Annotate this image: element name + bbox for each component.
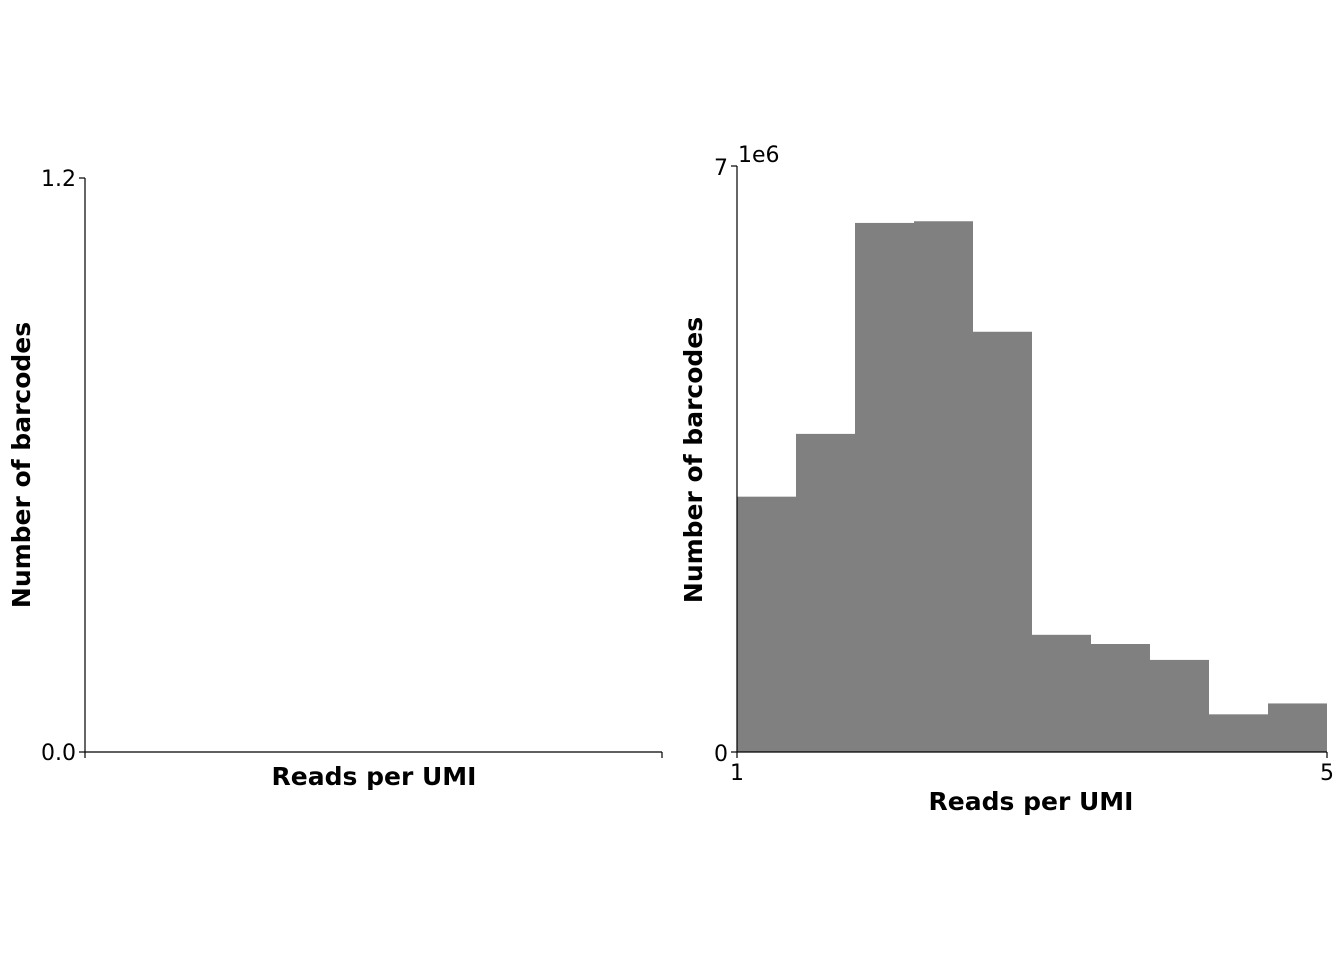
- histogram-bar-0: [737, 496, 796, 752]
- right-x-tick-label-end: 5: [1320, 761, 1334, 786]
- histogram-bar-1: [796, 433, 855, 752]
- histogram-bar-9: [1268, 703, 1327, 752]
- right-y-offset-label: 1e6: [738, 143, 780, 168]
- right-y-tick-label-top: 7: [714, 156, 728, 181]
- right-bars: [737, 221, 1327, 752]
- right-chart: 7 0 1e6 1 5 Reads per UMI Number of barc…: [679, 143, 1334, 816]
- right-x-tick-label-start: 1: [730, 761, 744, 786]
- right-y-tick-label-bottom: 0: [714, 742, 728, 767]
- left-chart: 1.2 0.0 Reads per UMI Number of barcodes: [7, 167, 663, 791]
- histogram-bar-3: [914, 221, 973, 752]
- left-y-tick-label-top: 1.2: [41, 167, 76, 192]
- histogram-bar-6: [1091, 644, 1150, 752]
- histogram-bar-5: [1032, 634, 1091, 752]
- right-x-axis-label: Reads per UMI: [929, 787, 1134, 816]
- left-y-tick-label-bottom: 0.0: [41, 741, 76, 766]
- left-y-axis-label: Number of barcodes: [7, 322, 36, 608]
- left-x-axis-label: Reads per UMI: [272, 762, 477, 791]
- right-y-axis-label: Number of barcodes: [679, 317, 708, 603]
- histogram-bar-2: [855, 222, 914, 752]
- histogram-bar-8: [1209, 714, 1268, 752]
- histogram-bar-4: [973, 331, 1032, 752]
- histogram-bar-7: [1150, 659, 1209, 752]
